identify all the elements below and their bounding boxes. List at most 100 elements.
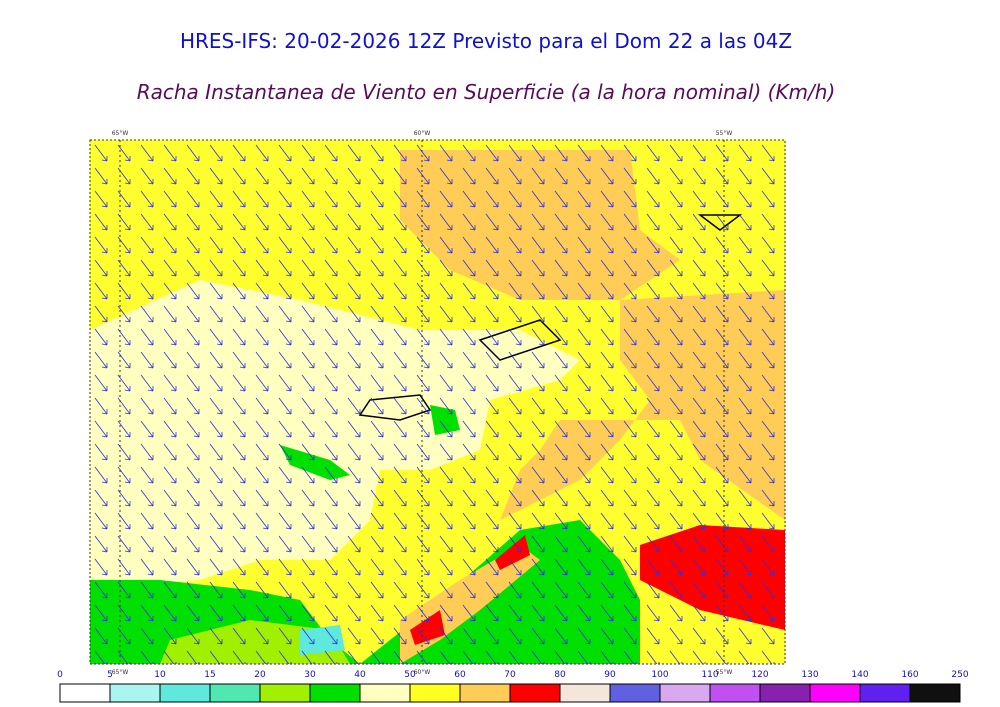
wind-arrow <box>738 167 752 185</box>
wind-arrow <box>278 167 292 185</box>
wind-arrow <box>531 604 545 622</box>
colorbar-label: 250 <box>951 670 968 680</box>
wind-arrow <box>278 604 292 622</box>
wind-arrow <box>209 443 223 461</box>
wind-arrow <box>278 650 292 664</box>
colorbar-swatch <box>109 683 161 703</box>
wind-arrow <box>117 650 131 664</box>
wind-arrow <box>439 581 453 599</box>
wind-arrow <box>232 420 246 438</box>
wind-arrow <box>439 236 453 254</box>
wind-arrow <box>324 305 338 323</box>
wind-arrow <box>577 489 591 507</box>
wind-arrow <box>278 512 292 530</box>
wind-arrow <box>577 443 591 461</box>
wind-arrow <box>301 397 315 415</box>
wind-arrow <box>163 489 177 507</box>
wind-arrow <box>669 167 683 185</box>
wind-arrow <box>669 650 683 664</box>
wind-arrow <box>324 443 338 461</box>
wind-arrow <box>508 512 522 530</box>
colorbar-label: 40 <box>354 670 366 680</box>
wind-arrow <box>393 259 407 277</box>
wind-arrow <box>508 627 522 645</box>
wind-arrow <box>94 604 108 622</box>
wind-arrow <box>209 627 223 645</box>
wind-arrow <box>646 305 660 323</box>
wind-arrow <box>232 650 246 664</box>
wind-arrow <box>600 581 614 599</box>
wind-arrow <box>669 305 683 323</box>
wind-arrow <box>163 604 177 622</box>
wind-arrow <box>715 351 729 369</box>
wind-arrow <box>623 650 637 664</box>
wind-arrow <box>761 512 775 530</box>
wind-arrow <box>577 512 591 530</box>
wind-arrow <box>531 236 545 254</box>
wind-arrow <box>117 374 131 392</box>
colorbar-swatch <box>859 683 911 703</box>
colorbar-label: 10 <box>154 670 166 680</box>
wind-arrow <box>255 328 269 346</box>
wind-arrow <box>370 305 384 323</box>
wind-arrow <box>646 282 660 300</box>
wind-arrow <box>209 374 223 392</box>
wind-arrow <box>485 190 499 208</box>
wind-arrow <box>646 558 660 576</box>
colorbar-label: 30 <box>304 670 316 680</box>
wind-arrow <box>186 282 200 300</box>
wind-arrow <box>370 144 384 162</box>
wind-arrow <box>577 374 591 392</box>
wind-arrow <box>370 466 384 484</box>
wind-arrow <box>416 512 430 530</box>
wind-arrow <box>347 236 361 254</box>
wind-arrow <box>255 466 269 484</box>
wind-arrow <box>140 489 154 507</box>
wind-arrow <box>186 374 200 392</box>
wind-arrow <box>623 558 637 576</box>
wind-arrow <box>508 535 522 553</box>
wind-arrow <box>163 190 177 208</box>
wind-arrow <box>94 535 108 553</box>
wind-arrow <box>761 627 775 645</box>
wind-arrow <box>738 512 752 530</box>
wind-arrow <box>324 420 338 438</box>
colorbar-label: 0 <box>57 670 63 680</box>
wind-arrow <box>508 650 522 664</box>
wind-arrow <box>738 466 752 484</box>
wind-arrow <box>738 535 752 553</box>
wind-arrow <box>646 443 660 461</box>
lon-label: 65°W <box>112 669 129 676</box>
wind-arrow <box>163 627 177 645</box>
wind-arrow <box>278 397 292 415</box>
wind-arrow <box>347 259 361 277</box>
wind-arrow <box>508 282 522 300</box>
wind-arrow <box>94 650 108 664</box>
wind-arrow <box>669 328 683 346</box>
wind-arrow <box>209 167 223 185</box>
wind-arrow <box>738 558 752 576</box>
wind-arrow <box>94 144 108 162</box>
wind-arrow <box>554 236 568 254</box>
colorbar-swatch <box>209 683 261 703</box>
subtitle: Racha Instantanea de Viento en Superfici… <box>137 80 836 104</box>
wind-arrow <box>278 328 292 346</box>
wind-arrow <box>416 351 430 369</box>
wind-arrow <box>255 397 269 415</box>
wind-arrow <box>163 259 177 277</box>
wind-arrow <box>163 305 177 323</box>
wind-arrow <box>370 351 384 369</box>
wind-arrow <box>186 420 200 438</box>
wind-arrow <box>416 466 430 484</box>
wind-arrow <box>347 650 361 664</box>
wind-arrow <box>347 397 361 415</box>
wind-arrow <box>416 259 430 277</box>
wind-arrow <box>577 236 591 254</box>
wind-arrow <box>554 397 568 415</box>
wind-arrow <box>600 443 614 461</box>
wind-arrow <box>692 213 706 231</box>
wind-arrow <box>255 443 269 461</box>
wind-arrow <box>140 213 154 231</box>
wind-arrow <box>140 535 154 553</box>
wind-arrow <box>646 535 660 553</box>
